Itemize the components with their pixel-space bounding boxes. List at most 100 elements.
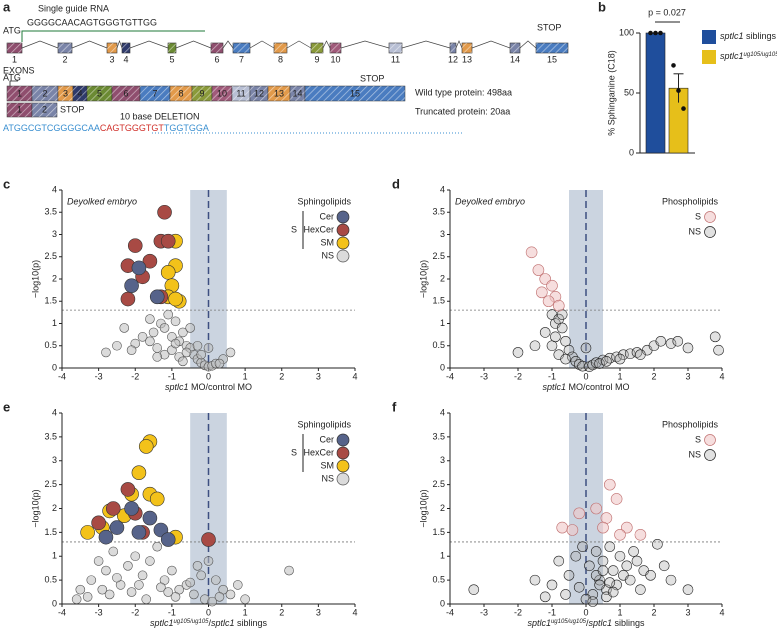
data-point [570,550,582,562]
sequence-part: TGGTGGA [164,123,209,133]
data-point [101,565,111,576]
data-point [621,560,633,572]
legend-marker [336,236,350,250]
data-point [160,532,176,547]
intron [340,40,390,49]
stop-codon: STOP [60,104,84,114]
exon-label: 5 [169,54,174,64]
legend-group-label: S [291,447,297,457]
protein-block-label: 11 [236,88,245,98]
data-point [189,589,199,600]
y-tick-label: 4 [52,407,57,417]
data-point [152,352,163,362]
label-part: ug105/ug105 [173,619,209,625]
label-part: sptlc1 [150,618,174,628]
data-point [196,349,206,360]
label-part: sptlc1 [720,51,744,61]
y-tick-label: 0 [52,598,57,608]
protein-hatch [58,86,73,101]
data-point [603,478,616,491]
label-part: siblings [744,31,777,41]
data-point [556,521,569,534]
intron [249,40,275,49]
protein-block-label: 9 [199,88,204,98]
bar [645,32,666,154]
data-point [560,353,571,365]
exon-label: 6 [214,54,219,64]
exon-hatch [450,43,456,53]
legend-marker [704,449,716,461]
protein-hatch [268,86,290,101]
protein-block-label: 4 [77,88,82,98]
x-tick-label: 2 [279,607,284,617]
protein-block-label: 8 [178,88,183,98]
y-tick-label: 3 [52,229,57,239]
y-tick-label: 2.5 [44,251,57,261]
y-tick-label: 0 [52,362,57,372]
panel-label: b [598,0,606,14]
legend-label: Cer [319,434,334,444]
legend-label: NS [321,250,334,260]
data-point [192,560,203,571]
exon-hatch [211,43,223,53]
protein-hatch [73,86,87,101]
data-point [137,332,148,342]
y-tick-label: 3.5 [44,207,57,217]
x-tick-label: -1 [168,607,176,617]
protein-hatch [32,86,58,101]
data-point [142,510,158,526]
legend-title: Phospholipids [662,419,719,429]
exon-hatch [233,43,250,53]
protein-hatch [192,86,212,101]
x-axis-label: sptlc1 MO/control MO [542,382,629,392]
data-point [178,356,188,367]
panel-label: e [3,399,10,414]
data-point [546,340,558,352]
exon-hatch [389,43,402,53]
data-point [225,347,236,358]
intron [286,40,312,49]
x-tick-label: 4 [352,607,357,617]
x-tick-label: 3 [316,371,321,381]
x-tick-label: 1 [243,371,248,381]
protein-block-label: 10 [217,88,227,98]
data-point [597,521,609,534]
data-point [594,579,605,591]
y-tick-label: 50 [624,87,634,97]
data-point [233,580,243,590]
y-tick-label: 0 [629,147,634,157]
panel-label: a [3,0,11,14]
protein-hatch [140,86,170,101]
legend-label: NS [688,449,701,459]
data-point [542,295,555,308]
legend-label: HexCer [303,224,334,234]
data-point [80,525,95,540]
x-tick-label: 2 [651,371,656,381]
data-point [284,565,294,576]
data-point [552,299,565,312]
data-point [658,560,670,572]
protein-block-label: 14 [292,88,302,98]
protein-hatch [250,86,268,101]
exon-label: 7 [239,54,244,64]
data-point [75,584,86,595]
protein-hatch [87,86,112,101]
data-point [468,584,480,595]
data-point [590,502,603,515]
x-tick-label: -4 [446,371,454,381]
data-point [560,589,571,600]
data-point [203,556,214,566]
data-point [119,323,130,333]
data-point [159,323,170,333]
x-tick-label: 0 [583,607,588,617]
y-tick-label: 3 [440,455,445,465]
y-tick-label: 1 [440,551,445,561]
x-tick-label: -1 [548,607,556,617]
data-point [634,528,647,541]
data-point [142,253,158,269]
sequence-part: CAGTGGGTGT [100,123,165,133]
sequence: ATGGCGTCGGGGCAACAGTGGGTGTTGGTGGA [3,123,209,133]
y-tick-label: 1.5 [432,527,445,537]
